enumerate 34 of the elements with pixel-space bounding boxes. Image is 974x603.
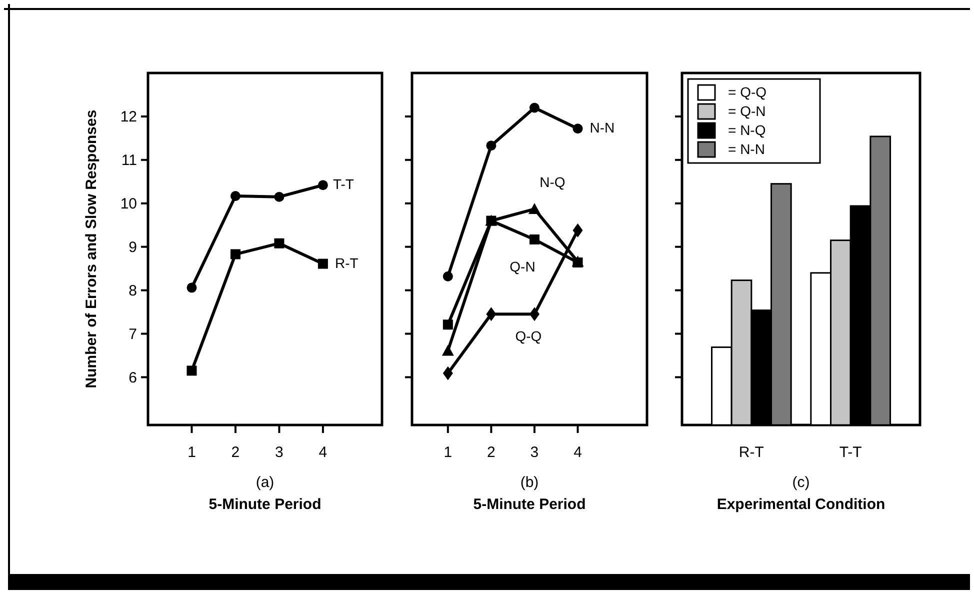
x-tick-label: 3 — [275, 444, 284, 461]
x-axis-title: 5-Minute Period — [208, 496, 322, 513]
x-tick-label: 4 — [574, 444, 582, 461]
x-axis-title: 5-Minute Period — [473, 496, 586, 513]
text: (b) — [520, 474, 539, 491]
x-tick-label: 4 — [318, 444, 328, 461]
x-tick-label: 3 — [530, 444, 539, 461]
series-label: Q-Q — [515, 328, 542, 344]
x-axis-title: Experimental Condition — [716, 496, 886, 513]
x-tick-label: 2 — [231, 444, 240, 461]
x-tick-label: 1 — [444, 444, 452, 461]
text: (a) — [256, 474, 274, 491]
legend-label: = Q-N — [728, 103, 766, 119]
y-tick-label: 8 — [128, 282, 137, 300]
series-label: N-Q — [540, 174, 566, 190]
y-tick-label: 10 — [120, 196, 137, 213]
legend-label: = N-Q — [728, 122, 766, 138]
y-tick-label: 12 — [120, 108, 137, 126]
y-tick-label: 11 — [121, 152, 137, 170]
y-tick-label: 6 — [128, 369, 137, 386]
x-tick-label: 2 — [487, 444, 496, 461]
y-tick-label: 7 — [128, 326, 137, 343]
legend-label: = N-N — [728, 141, 765, 157]
text: (c) — [792, 474, 810, 491]
x-tick-label: R-T — [738, 444, 764, 461]
y-axis-title: Number of Errors and Slow Responses — [83, 110, 100, 388]
series-label: R-T — [334, 254, 359, 271]
x-tick-label: 1 — [188, 444, 196, 461]
legend-label: = Q-Q — [728, 84, 767, 100]
series-label: N-N — [590, 120, 615, 136]
series-label: T-T — [332, 176, 354, 192]
series-label: Q-N — [510, 258, 536, 274]
y-tick-label: 9 — [128, 239, 137, 256]
x-tick-label: T-T — [839, 444, 862, 461]
